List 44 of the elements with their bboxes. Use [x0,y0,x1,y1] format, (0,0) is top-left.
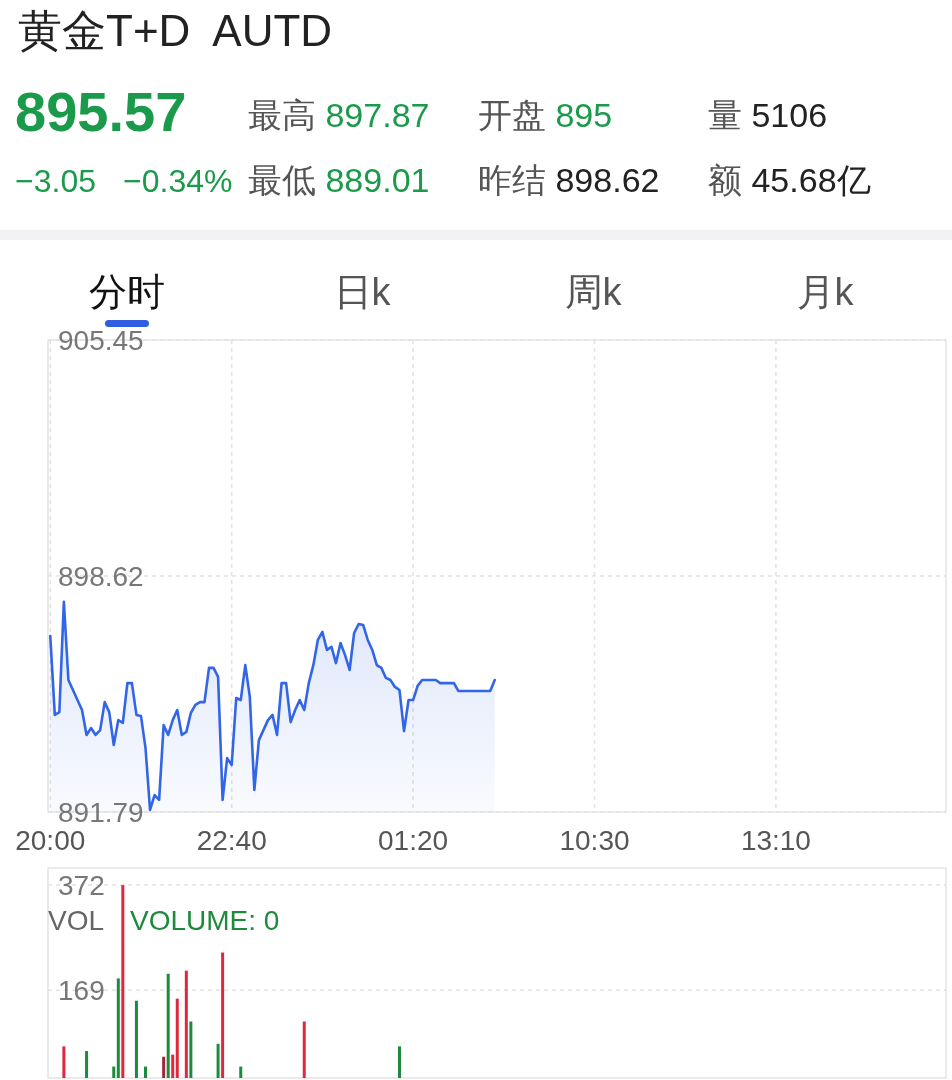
bar [116,978,120,1078]
text: −0.34% [123,163,233,199]
bar [171,1054,175,1078]
y-tick-label: 905.45 [58,325,144,356]
text: −3.05 [15,163,96,199]
annotation: VOLUME: 0 [130,905,280,936]
bar [112,1066,116,1078]
bar [189,1021,193,1078]
x-tick-label: 13:10 [740,825,811,856]
bar [239,1066,243,1078]
y-tick-label: 891.79 [58,797,144,828]
text: 额 45.68亿 [708,161,871,199]
annotation: VOL [48,905,105,936]
bar [85,1051,89,1078]
text: 月k [796,271,855,313]
text: 最高 897.87 [248,96,430,134]
text: 分时 [89,271,165,313]
x-tick-label: 22:40 [196,825,267,856]
text: 895.57 [15,80,187,143]
text: 周k [564,271,623,313]
text: 量 5106 [708,96,828,134]
bar [144,1066,148,1078]
bar [162,1056,166,1078]
bar [216,1043,220,1078]
text: 黄金T+D AUTD [18,6,333,55]
y-tick-label: 169 [58,975,105,1007]
bar [302,1021,306,1078]
text: 最低 889.01 [248,161,430,199]
bar [62,1046,66,1078]
x-tick-label: 20:00 [15,825,86,856]
text: 开盘 895 [478,96,613,134]
bar [184,970,188,1078]
bar [397,1046,401,1078]
bar [166,973,170,1078]
bar [121,885,125,1078]
x-tick-label: 10:30 [559,825,630,856]
x-tick-label: 01:20 [378,825,449,856]
text: 日k [333,271,392,313]
y-tick-label: 372 [58,870,105,902]
text: 昨结 898.62 [478,161,660,199]
bar [221,952,225,1078]
bar [175,998,179,1078]
bar [134,1000,138,1078]
y-tick-label: 898.62 [58,561,144,592]
